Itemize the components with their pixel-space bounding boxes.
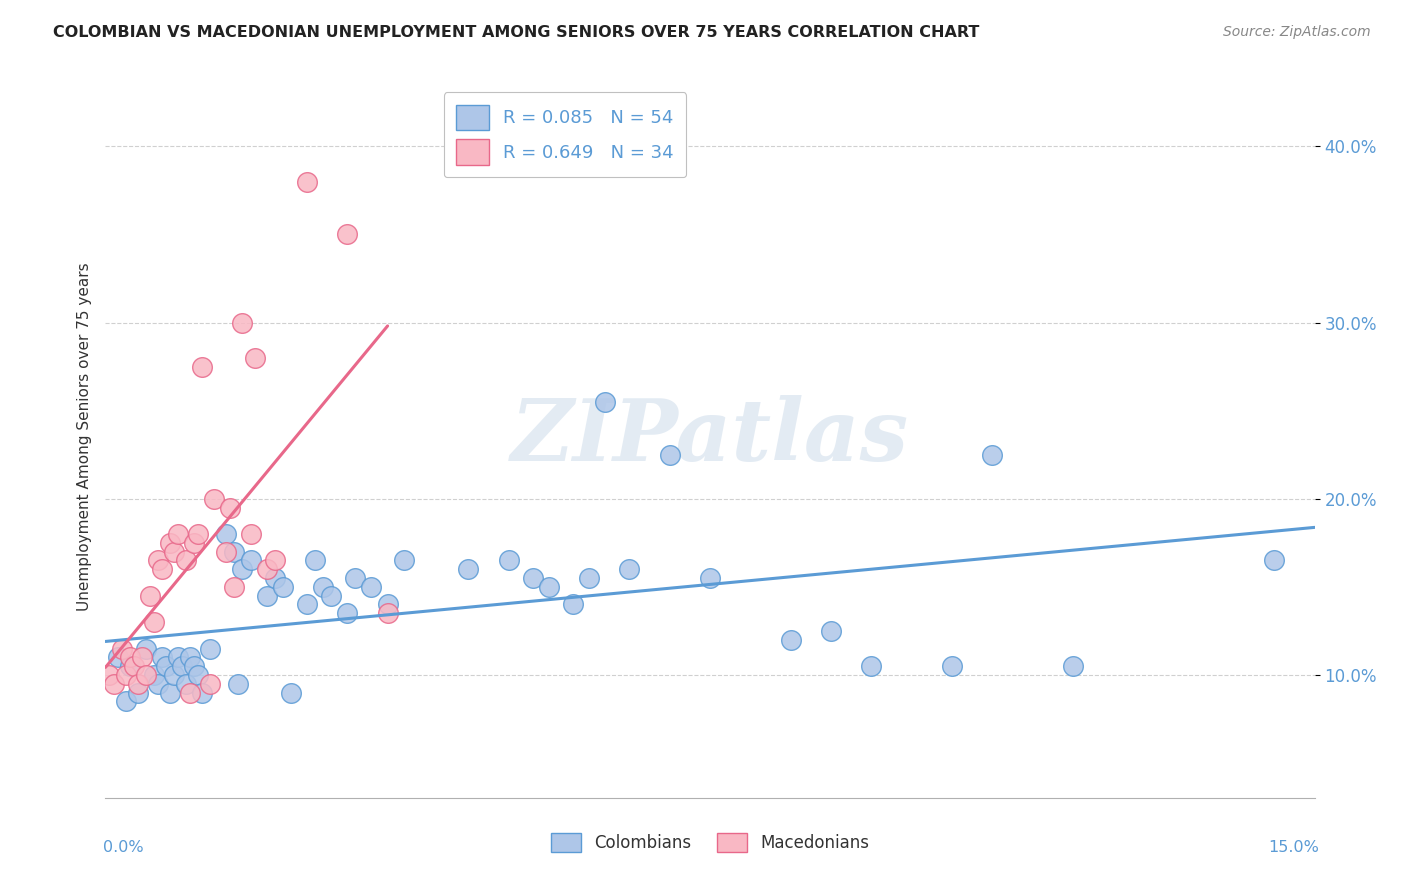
Point <box>256 589 278 603</box>
Point <box>271 580 294 594</box>
Point <box>159 536 181 550</box>
Point <box>377 607 399 621</box>
Point <box>107 650 129 665</box>
Point <box>127 677 149 691</box>
Point <box>170 659 193 673</box>
Point <box>779 632 801 647</box>
Point <box>981 448 1004 462</box>
Point <box>163 544 186 558</box>
Point <box>135 641 157 656</box>
Point <box>215 544 238 558</box>
Point <box>537 580 560 594</box>
Point <box>312 580 335 594</box>
Point <box>114 668 136 682</box>
Point <box>243 351 266 365</box>
Point <box>179 650 201 665</box>
Point <box>98 668 121 682</box>
Point <box>202 491 225 506</box>
Text: COLOMBIAN VS MACEDONIAN UNEMPLOYMENT AMONG SENIORS OVER 75 YEARS CORRELATION CHA: COLOMBIAN VS MACEDONIAN UNEMPLOYMENT AMO… <box>53 25 980 40</box>
Point <box>239 553 262 567</box>
Point <box>377 598 399 612</box>
Point <box>139 589 162 603</box>
Point <box>183 536 205 550</box>
Point <box>163 668 186 682</box>
Point <box>131 650 153 665</box>
Point <box>191 685 214 699</box>
Point <box>457 562 479 576</box>
Point <box>224 580 246 594</box>
Point <box>146 677 169 691</box>
Point <box>174 553 197 567</box>
Point <box>219 500 242 515</box>
Point <box>239 527 262 541</box>
Point <box>658 448 681 462</box>
Point <box>231 562 253 576</box>
Point <box>304 553 326 567</box>
Point <box>200 641 222 656</box>
Point <box>187 668 209 682</box>
Point <box>110 641 132 656</box>
Point <box>103 677 125 691</box>
Point <box>142 668 165 682</box>
Point <box>522 571 544 585</box>
Point <box>820 624 842 638</box>
Point <box>295 598 318 612</box>
Point <box>150 650 173 665</box>
Point <box>187 527 209 541</box>
Point <box>146 553 169 567</box>
Point <box>114 694 136 708</box>
Point <box>263 571 285 585</box>
Point <box>231 316 253 330</box>
Point <box>183 659 205 673</box>
Point <box>122 659 145 673</box>
Point <box>1263 553 1285 567</box>
Point <box>593 394 616 409</box>
Point <box>159 685 181 699</box>
Point <box>498 553 520 567</box>
Point <box>1062 659 1084 673</box>
Point <box>256 562 278 576</box>
Y-axis label: Unemployment Among Seniors over 75 years: Unemployment Among Seniors over 75 years <box>76 263 91 611</box>
Point <box>118 659 141 673</box>
Text: 0.0%: 0.0% <box>103 840 143 855</box>
Point <box>228 677 250 691</box>
Point <box>167 650 190 665</box>
Point <box>174 677 197 691</box>
Point <box>344 571 367 585</box>
Point <box>321 589 343 603</box>
Point <box>360 580 382 594</box>
Point <box>135 668 157 682</box>
Text: ZIPatlas: ZIPatlas <box>510 395 910 479</box>
Point <box>280 685 302 699</box>
Point <box>155 659 177 673</box>
Point <box>263 553 285 567</box>
Point <box>578 571 600 585</box>
Point <box>336 607 359 621</box>
Point <box>224 544 246 558</box>
Point <box>562 598 585 612</box>
Point <box>200 677 222 691</box>
Point <box>179 685 201 699</box>
Text: Source: ZipAtlas.com: Source: ZipAtlas.com <box>1223 25 1371 39</box>
Point <box>619 562 641 576</box>
Point <box>392 553 415 567</box>
Point <box>127 685 149 699</box>
Point <box>336 227 359 242</box>
Point <box>860 659 883 673</box>
Point <box>215 527 238 541</box>
Legend: Colombians, Macedonians: Colombians, Macedonians <box>544 826 876 859</box>
Point <box>941 659 963 673</box>
Point <box>699 571 721 585</box>
Text: 15.0%: 15.0% <box>1268 840 1319 855</box>
Point <box>295 175 318 189</box>
Point <box>167 527 190 541</box>
Point <box>142 615 165 629</box>
Point <box>150 562 173 576</box>
Point <box>191 359 214 374</box>
Point <box>118 650 141 665</box>
